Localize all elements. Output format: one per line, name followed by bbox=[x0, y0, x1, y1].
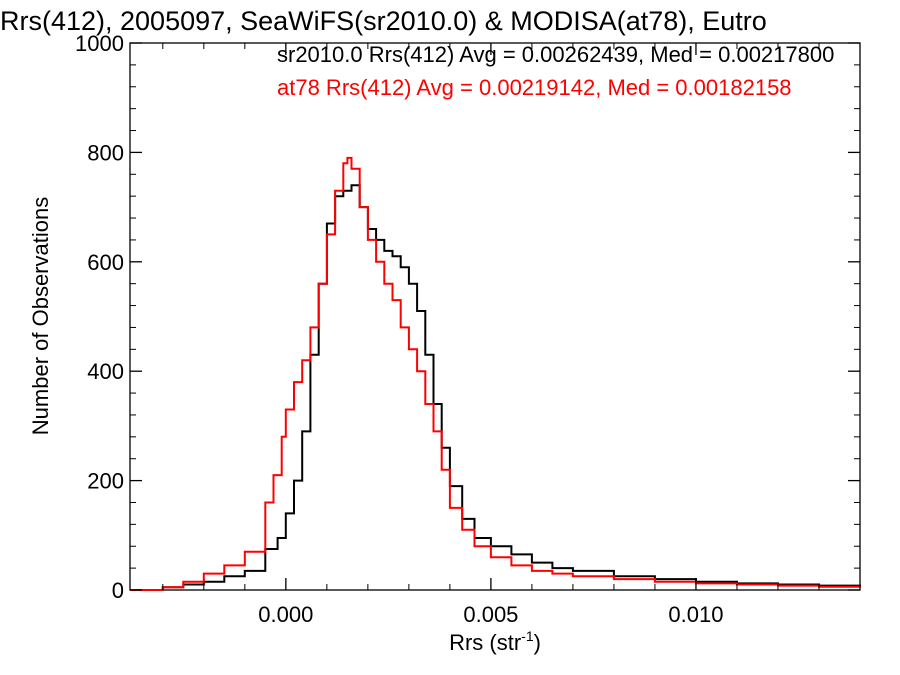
legend-entry-red: at78 Rrs(412) Avg = 0.00219142, Med = 0.… bbox=[277, 75, 792, 100]
y-tick-label: 0 bbox=[112, 578, 124, 603]
y-tick-label: 600 bbox=[87, 250, 124, 275]
y-tick-label: 400 bbox=[87, 359, 124, 384]
x-axis-label-main: Rrs (str bbox=[449, 630, 521, 655]
x-tick-label: 0.000 bbox=[258, 602, 313, 627]
tick-layer: 0 200 400 600 800 1000 0.000 0.005 0.010 bbox=[75, 31, 861, 627]
legend-entry-black: sr2010.0 Rrs(412) Avg = 0.00262439, Med … bbox=[277, 42, 834, 67]
x-axis-label-sup: -1 bbox=[521, 628, 534, 644]
x-axis-label-close: ) bbox=[534, 630, 541, 655]
series-layer bbox=[130, 156, 861, 591]
y-tick-label: 1000 bbox=[75, 31, 124, 56]
y-axis-label: Number of Observations bbox=[28, 197, 53, 435]
x-tick-label: 0.005 bbox=[463, 602, 518, 627]
chart-title: Rrs(412), 2005097, SeaWiFS(sr2010.0) & M… bbox=[0, 6, 767, 36]
series-red-line bbox=[130, 156, 861, 591]
plot-frame bbox=[129, 42, 861, 591]
x-tick-label: 0.010 bbox=[668, 602, 723, 627]
series-black-line bbox=[130, 184, 861, 591]
y-tick-label: 200 bbox=[87, 469, 124, 494]
y-tick-label: 800 bbox=[87, 140, 124, 165]
x-axis-label: Rrs (str-1) bbox=[449, 628, 541, 655]
